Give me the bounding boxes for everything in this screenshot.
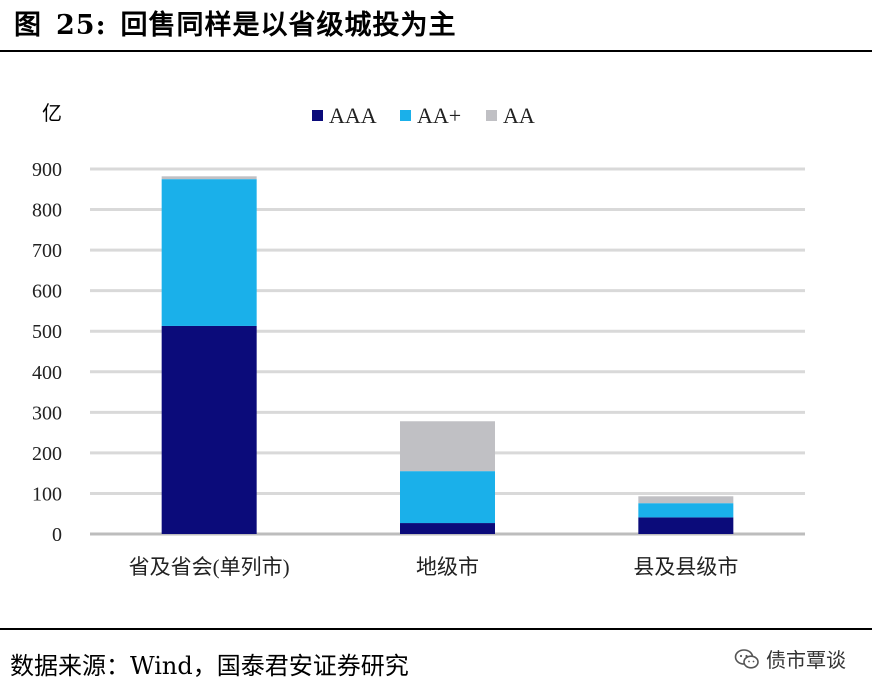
y-tick-label: 100 (32, 483, 62, 505)
legend-label: AA+ (417, 103, 461, 128)
figure-number: 25: (56, 10, 107, 41)
watermark: 债市覃谈 (734, 644, 846, 673)
legend-label: AA (503, 103, 535, 128)
y-tick-label: 400 (32, 362, 62, 384)
x-tick-label: 县及县级市 (633, 555, 738, 579)
bar-segment-aa (638, 496, 734, 504)
y-axis-label: 亿 (42, 102, 62, 125)
y-tick-label: 800 (32, 200, 62, 222)
y-tick-label: 200 (32, 443, 62, 465)
y-tick-label: 900 (32, 159, 62, 181)
y-tick-label: 700 (32, 240, 62, 262)
y-tick-label: 0 (52, 524, 62, 546)
legend-swatch-aa (486, 110, 497, 121)
figure-title: 图 25: 回售同样是以省级城投为主 (14, 6, 457, 46)
x-tick-label: 地级市 (416, 555, 479, 579)
bar-segment-aa-plus (400, 471, 495, 524)
footer-divider (0, 628, 872, 630)
bar-segment-aa (400, 421, 495, 472)
bar-segment-aaa (161, 325, 257, 534)
y-tick-label: 500 (32, 321, 62, 343)
bar-segment-aa-plus (638, 503, 734, 518)
bar-segment-aaa (400, 523, 495, 534)
bar-segment-aaa (638, 517, 734, 534)
bar-segment-aa (161, 176, 257, 180)
title-divider (0, 50, 872, 52)
x-tick-label: 省及省会(单列市) (129, 555, 290, 579)
y-tick-label: 300 (32, 402, 62, 424)
y-tick-label: 600 (32, 281, 62, 303)
figure-label: 图 (14, 10, 42, 41)
legend-swatch-aaa (312, 110, 323, 121)
wechat-icon (734, 648, 759, 669)
figure-title-text: 回售同样是以省级城投为主 (120, 10, 457, 41)
watermark-text: 债市覃谈 (766, 648, 846, 672)
stacked-bar-chart: 亿 0 100 200 300 400 500 600 700 800 900 AAA AA+ AA 省及省… (32, 102, 805, 579)
bar-segment-aa-plus (161, 179, 257, 326)
source-note: 数据来源：Wind，国泰君安证券研究 (10, 652, 409, 680)
legend-label: AAA (329, 103, 377, 128)
legend-swatch-aa-plus (400, 110, 411, 121)
